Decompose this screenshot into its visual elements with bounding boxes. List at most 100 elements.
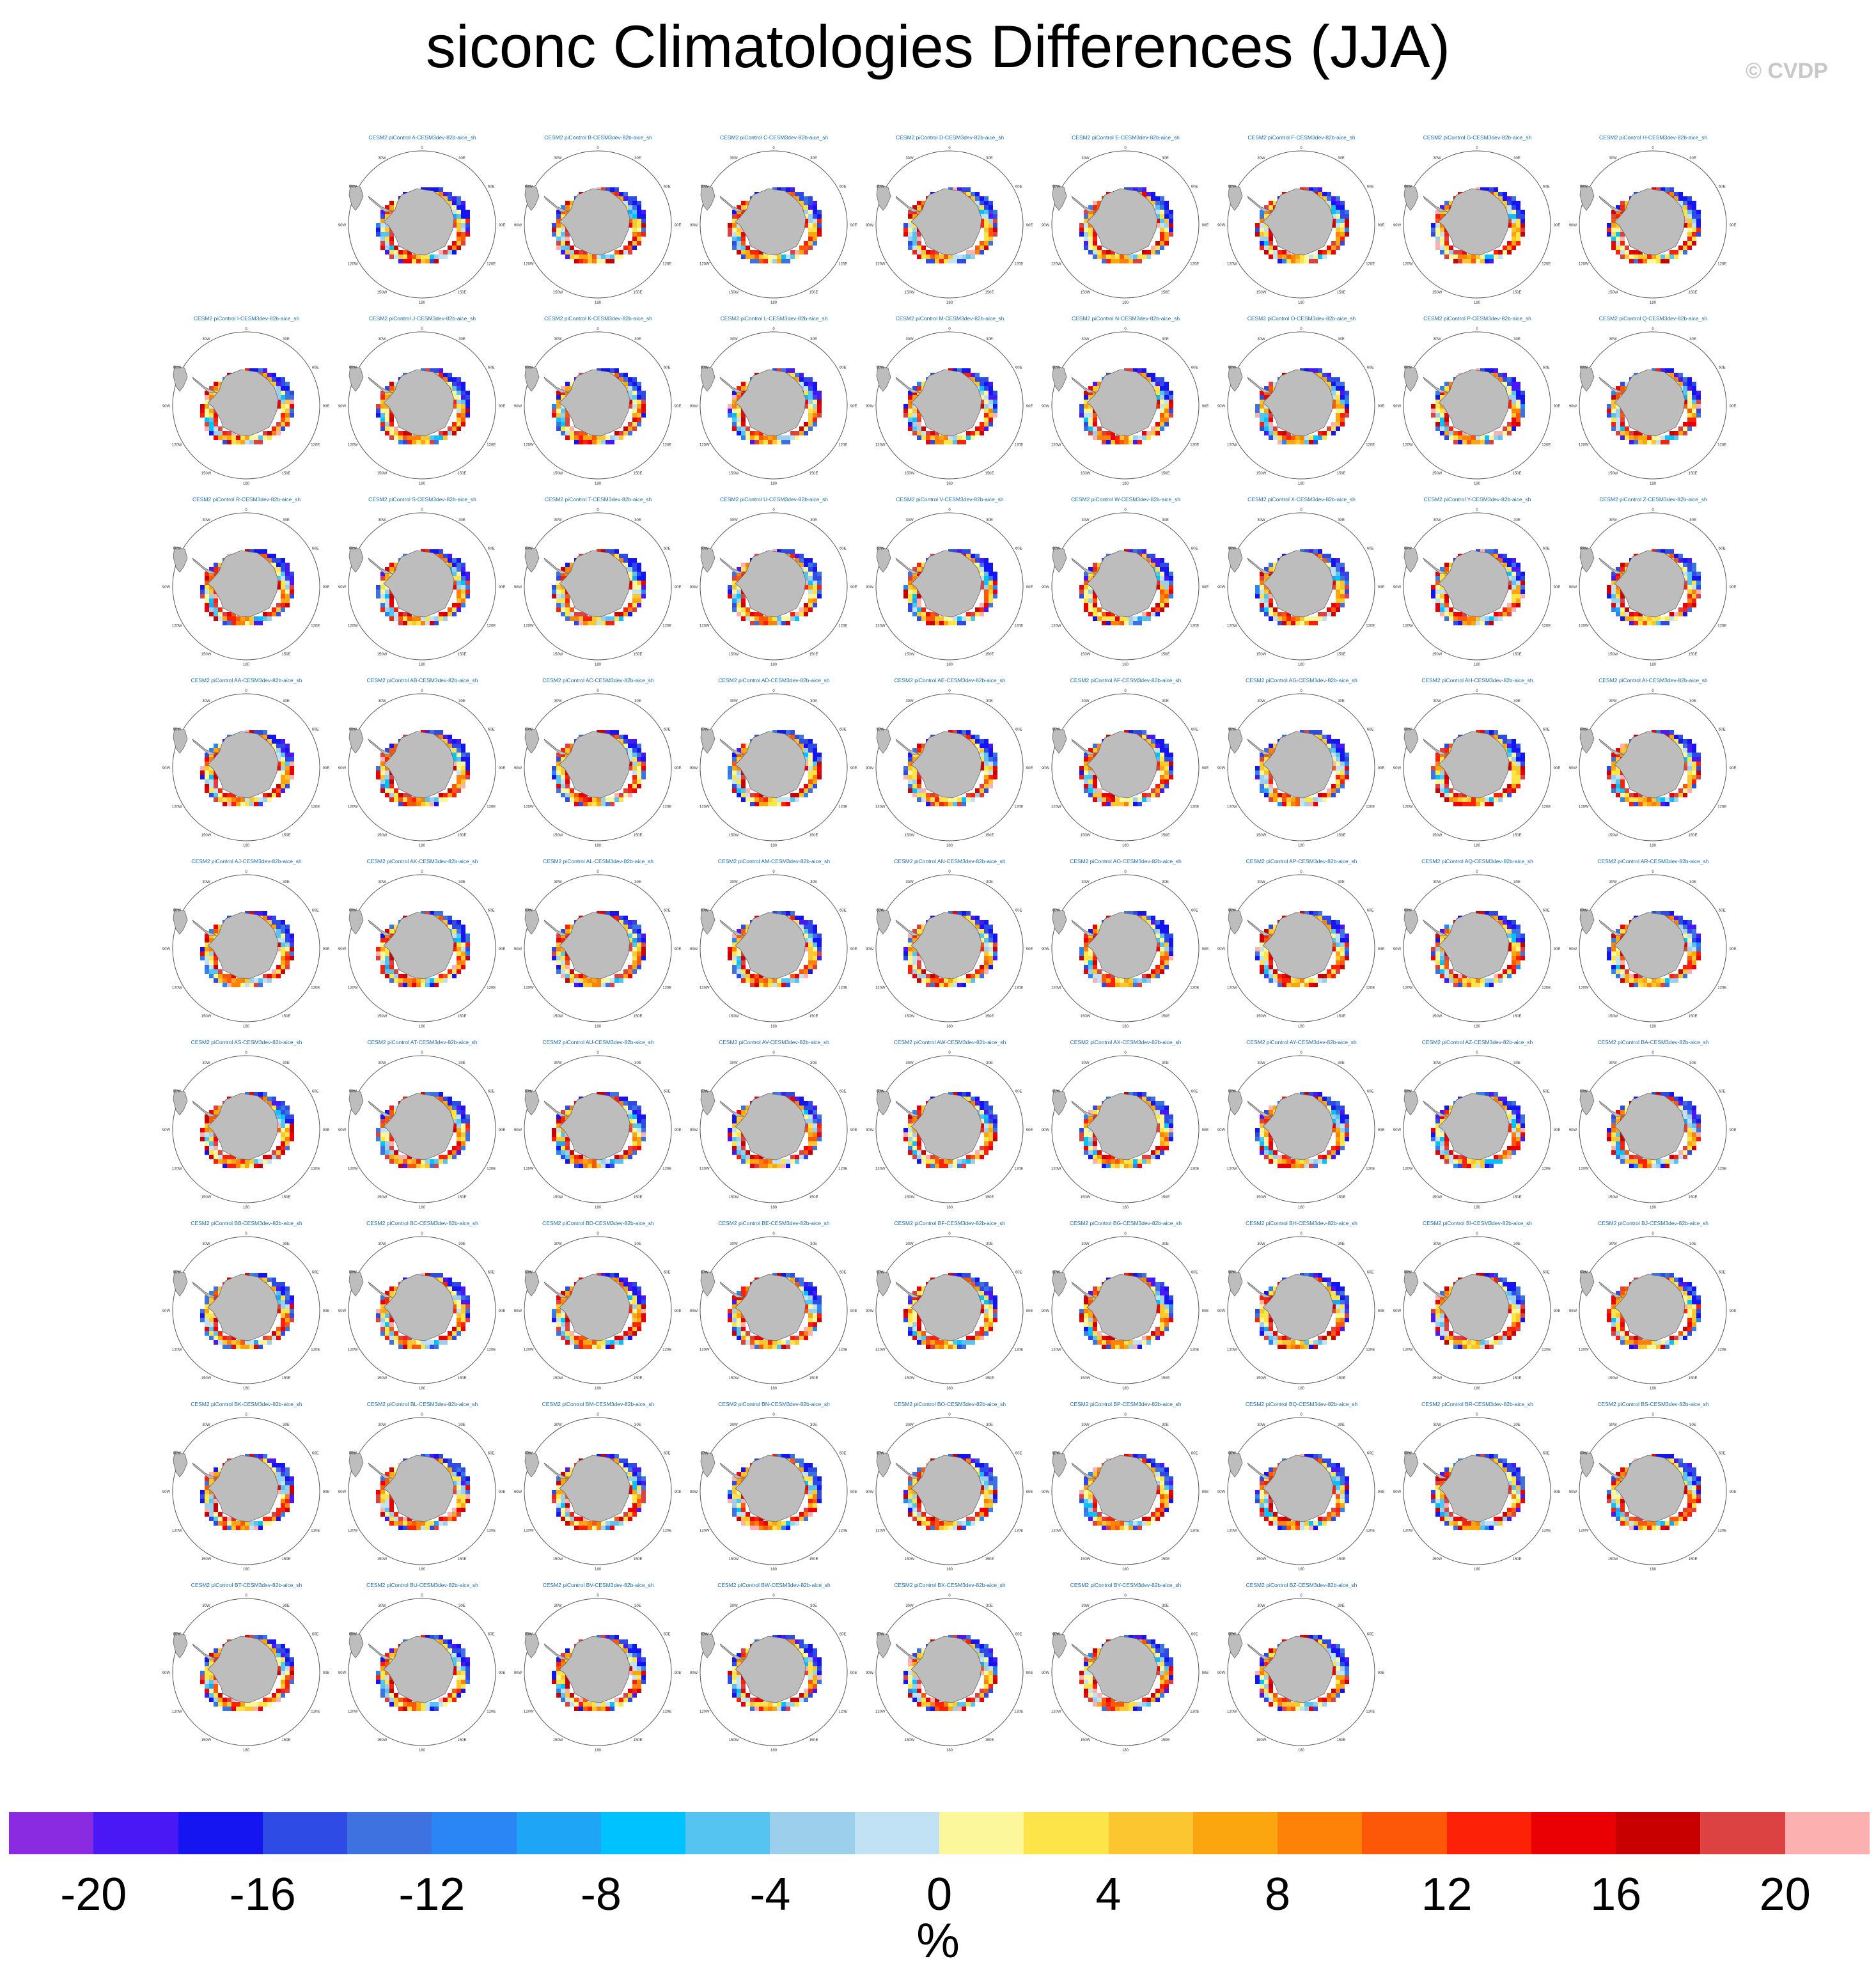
- south-america-land: [700, 908, 715, 935]
- polar-map: 0 30E 60E 90E 120E 150E 180 150W 120W 90W 60W 30W: [1217, 1413, 1385, 1572]
- peninsula-land: [1423, 558, 1448, 574]
- map-panel: CESM2 piControl AD-CESM3dev-82b-aice_sh 0…: [686, 677, 862, 850]
- longitude-label: 60W: [1052, 1271, 1061, 1275]
- longitude-label: 60E: [1191, 547, 1198, 551]
- longitude-label: 120W: [875, 1349, 886, 1352]
- longitude-label: 60E: [840, 185, 847, 189]
- longitude-label: 180: [770, 1025, 778, 1029]
- antarctica-land: [383, 1274, 455, 1341]
- longitude-label: 90W: [1042, 1671, 1050, 1675]
- map-panel: CESM2 piControl AC-CESM3dev-82b-aice_sh 0…: [510, 677, 686, 850]
- longitude-label: 120W: [172, 1710, 182, 1714]
- longitude-label: 60W: [1052, 1633, 1061, 1637]
- longitude-label: 0: [948, 1051, 951, 1055]
- panel-title: CESM2 piControl I-CESM3dev-82b-aice_sh: [193, 315, 300, 322]
- panel-title: CESM2 piControl BQ-CESM3dev-82b-aice_sh: [1245, 1401, 1358, 1407]
- longitude-label: 180: [946, 663, 953, 667]
- longitude-label: 30E: [458, 519, 465, 522]
- panel-title: CESM2 piControl Q-CESM3dev-82b-aice_sh: [1599, 315, 1708, 322]
- longitude-label: 120E: [1014, 806, 1023, 809]
- longitude-label: 60W: [349, 185, 357, 189]
- longitude-label: 90E: [1730, 948, 1737, 951]
- longitude-label: 90W: [1393, 1129, 1402, 1132]
- panel-title: CESM2 piControl K-CESM3dev-82b-aice_sh: [544, 315, 652, 322]
- peninsula-land: [895, 1281, 921, 1298]
- longitude-label: 30W: [554, 519, 562, 522]
- map-panel: CESM2 piControl BT-CESM3dev-82b-aice_sh 0…: [159, 1582, 334, 1755]
- colorbar-swatch: [1700, 1812, 1786, 1854]
- longitude-label: 0: [1124, 146, 1127, 150]
- longitude-label: 120E: [1717, 263, 1726, 267]
- longitude-label: 150E: [1512, 291, 1521, 295]
- longitude-label: 90E: [323, 586, 330, 590]
- longitude-label: 150E: [1161, 1558, 1169, 1561]
- longitude-label: 150W: [553, 472, 563, 476]
- longitude-label: 120E: [487, 987, 496, 990]
- longitude-label: 120E: [1717, 444, 1726, 448]
- longitude-label: 0: [1300, 1051, 1302, 1055]
- polar-map: 0 30E 60E 90E 120E 150E 180 150W 120W 90W 60W 30W: [1569, 327, 1737, 486]
- peninsula-land: [192, 377, 217, 393]
- longitude-label: 30E: [1513, 1061, 1520, 1065]
- antarctica-land: [1438, 550, 1510, 618]
- longitude-label: 0: [1476, 1051, 1478, 1055]
- map-panel: CESM2 piControl B-CESM3dev-82b-aice_sh 0 3…: [510, 134, 686, 307]
- antarctica-land: [1262, 550, 1334, 618]
- map-panel: CESM2 piControl AT-CESM3dev-82b-aice_sh 0…: [334, 1039, 510, 1212]
- longitude-label: 60E: [1543, 185, 1550, 189]
- longitude-label: 180: [419, 1025, 426, 1029]
- longitude-label: 90W: [162, 767, 171, 770]
- longitude-label: 30W: [202, 700, 210, 703]
- antarctica-land: [1086, 1455, 1158, 1522]
- map-panel: CESM2 piControl AG-CESM3dev-82b-aice_sh 0…: [1214, 677, 1389, 850]
- polar-map: 0 30E 60E 90E 120E 150E 180 150W 120W 90W 60W 30W: [866, 1051, 1033, 1210]
- longitude-label: 180: [770, 1206, 778, 1210]
- longitude-label: 60W: [1228, 1090, 1237, 1094]
- longitude-label: 120W: [1403, 987, 1413, 990]
- longitude-label: 150E: [1161, 1739, 1169, 1742]
- colorbar-swatch: [347, 1812, 433, 1854]
- south-america-land: [1052, 908, 1067, 935]
- longitude-label: 0: [772, 1051, 775, 1055]
- longitude-label: 60W: [701, 728, 709, 732]
- antarctica-land: [383, 731, 455, 799]
- longitude-label: 120E: [662, 1529, 671, 1533]
- longitude-label: 30E: [1162, 1423, 1169, 1427]
- longitude-label: 30E: [634, 157, 641, 160]
- longitude-label: 180: [1122, 1206, 1129, 1210]
- longitude-label: 120W: [1051, 1349, 1061, 1352]
- colorbar-tick-label: 8: [1265, 1869, 1291, 1920]
- map-panel: CESM2 piControl BP-CESM3dev-82b-aice_sh 0…: [1038, 1401, 1214, 1574]
- peninsula-land: [1423, 1100, 1448, 1117]
- longitude-label: 30E: [634, 338, 641, 341]
- map-panel: CESM2 piControl M-CESM3dev-82b-aice_sh 0 3…: [862, 315, 1038, 488]
- longitude-label: 90W: [514, 224, 522, 228]
- longitude-label: 120W: [524, 444, 534, 448]
- peninsula-land: [1423, 1281, 1448, 1298]
- colorbar-swatch: [1362, 1812, 1448, 1854]
- longitude-label: 150W: [553, 291, 563, 295]
- anomaly-field: [903, 911, 997, 987]
- longitude-label: 120E: [1190, 1168, 1199, 1171]
- longitude-label: 30E: [283, 1604, 290, 1608]
- longitude-label: 150W: [729, 1558, 739, 1561]
- peninsula-land: [719, 1281, 745, 1298]
- longitude-label: 90W: [514, 1309, 522, 1313]
- longitude-label: 60W: [701, 1452, 709, 1456]
- polar-map: 0 30E 60E 90E 120E 150E 180 150W 120W 90W 60W 30W: [1042, 327, 1209, 486]
- longitude-label: 0: [948, 508, 951, 512]
- longitude-label: 30W: [378, 1604, 386, 1608]
- peninsula-land: [1247, 919, 1272, 936]
- longitude-label: 30E: [1162, 519, 1169, 522]
- longitude-label: 30E: [810, 880, 817, 884]
- longitude-label: 150W: [1081, 1015, 1091, 1019]
- longitude-label: 0: [948, 689, 951, 693]
- map-panel: CESM2 piControl I-CESM3dev-82b-aice_sh 0 3…: [159, 315, 334, 488]
- longitude-label: 60W: [1404, 728, 1412, 732]
- panel-title: CESM2 piControl L-CESM3dev-82b-aice_sh: [720, 315, 828, 322]
- peninsula-land: [1599, 739, 1624, 755]
- south-america-land: [173, 546, 188, 573]
- longitude-label: 0: [1300, 1413, 1302, 1417]
- longitude-label: 150E: [1161, 1196, 1169, 1200]
- longitude-label: 120W: [1403, 1349, 1413, 1352]
